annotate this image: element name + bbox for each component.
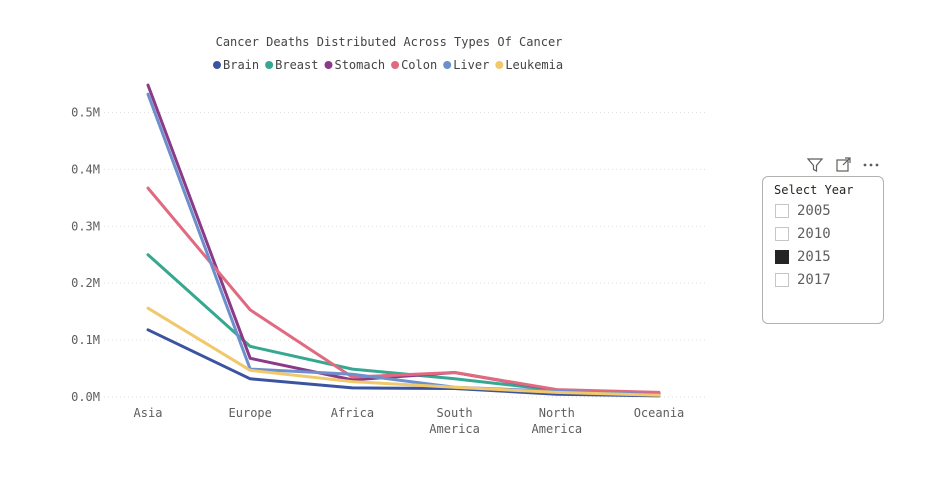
legend-marker-brain (213, 61, 221, 69)
checkbox-2010[interactable] (775, 227, 789, 241)
series-line-liver[interactable] (146, 92, 661, 397)
series-line-colon[interactable] (146, 186, 661, 394)
legend-marker-stomach (324, 61, 333, 69)
series-lines (146, 83, 661, 398)
focus-mode-icon[interactable] (834, 156, 852, 174)
y-axis: 0.0M 0.1M 0.2M 0.3M 0.4M 0.5M (71, 105, 100, 404)
y-tick-label: 0.5M (71, 105, 100, 119)
slicer-item-2005[interactable]: 2005 (775, 202, 831, 220)
series-line-leukemia[interactable] (146, 306, 661, 397)
slicer-toolbar (806, 155, 886, 175)
legend-label-breast[interactable]: Breast (275, 58, 318, 72)
legend-label-brain[interactable]: Brain (223, 58, 259, 72)
series-line-brain[interactable] (146, 328, 661, 398)
slicer-item-2017[interactable]: 2017 (775, 271, 831, 289)
slicer-header: Select Year (774, 183, 854, 197)
y-tick-label: 0.1M (71, 333, 100, 347)
legend-marker-leukemia (495, 61, 504, 69)
x-axis: Asia Europe Africa South America North America… (134, 406, 685, 436)
slicer-item-label: 2010 (797, 226, 831, 242)
slicer-item-2015[interactable]: 2015 (775, 248, 831, 266)
x-tick-label: Europe (229, 406, 272, 420)
slicer-item-label: 2005 (797, 203, 831, 219)
year-slicer: Select Year 2005 2010 2015 2017 (762, 176, 884, 324)
slicer-item-label: 2017 (797, 272, 831, 288)
checkbox-2017[interactable] (775, 273, 789, 287)
legend-label-leukemia[interactable]: Leukemia (505, 58, 563, 72)
slicer-item-label: 2015 (797, 249, 831, 265)
y-tick-label: 0.2M (71, 276, 100, 290)
legend-marker-liver (443, 61, 452, 69)
y-tick-label: 0.4M (71, 162, 100, 176)
chart-title: Cancer Deaths Distributed Across Types O… (216, 35, 563, 49)
y-tick-label: 0.0M (71, 390, 100, 404)
filter-icon[interactable] (806, 156, 824, 174)
more-options-icon[interactable] (862, 156, 880, 174)
slicer-item-2010[interactable]: 2010 (775, 225, 831, 243)
series-line-stomach[interactable] (146, 83, 661, 396)
checkbox-2015[interactable] (775, 250, 789, 264)
legend-label-stomach[interactable]: Stomach (334, 58, 385, 72)
chart-legend: Brain Breast Stomach Colon Liver Leukemia (213, 58, 563, 72)
legend-marker-breast (265, 61, 274, 69)
x-tick-label: Oceania (634, 406, 685, 420)
chart-gridlines (104, 111, 706, 398)
series-line-breast[interactable] (146, 253, 661, 396)
legend-marker-colon (391, 61, 400, 69)
legend-label-colon[interactable]: Colon (401, 58, 437, 72)
legend-label-liver[interactable]: Liver (453, 58, 489, 72)
y-tick-label: 0.3M (71, 219, 100, 233)
x-tick-label: Africa (331, 406, 374, 420)
x-tick-label: Asia (134, 406, 163, 420)
x-tick-label: North America (532, 406, 583, 436)
x-tick-label: South America (429, 406, 480, 436)
checkbox-2005[interactable] (775, 204, 789, 218)
